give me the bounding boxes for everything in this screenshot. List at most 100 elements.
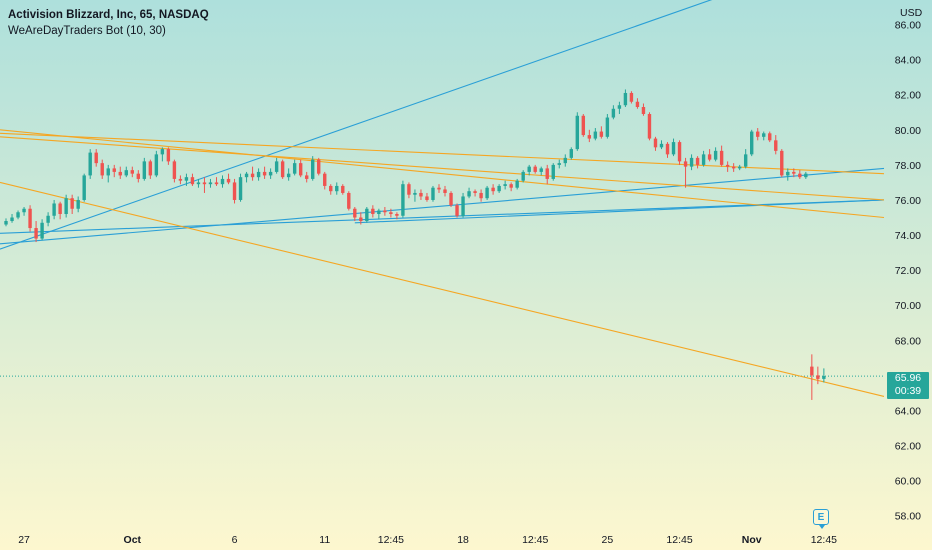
candle-body (52, 203, 56, 216)
candle (244, 171, 249, 183)
candle (575, 112, 580, 151)
candle-body (22, 208, 26, 213)
candle-body (190, 177, 195, 185)
candle (130, 166, 134, 178)
candle-body (238, 177, 243, 200)
candle (142, 157, 147, 181)
time-axis[interactable]: 27 Oct 6 11 12:45 18 12:45 25 12:45 Nov 12:45 (18, 534, 837, 546)
price-axis[interactable]: 58.0060.0062.0064.0066.0068.0070.0072.00… (895, 20, 921, 523)
candle (551, 163, 555, 181)
candle-body (810, 366, 814, 376)
candle-body (581, 115, 586, 136)
candle (220, 175, 225, 188)
candle-body (780, 150, 784, 176)
candle-body (491, 187, 495, 192)
candle-body (701, 154, 706, 165)
orange-trend-line (0, 129, 885, 219)
candle (569, 147, 573, 160)
symbol-title[interactable]: Activision Blizzard, Inc, 65, NASDAQ (8, 9, 209, 21)
candle-body (377, 210, 381, 215)
candle-body (58, 203, 62, 215)
candle-body (256, 171, 261, 178)
candle (323, 171, 327, 190)
candle (497, 184, 501, 193)
candle-body (425, 196, 429, 200)
candle-body (46, 215, 50, 223)
candle (762, 131, 766, 141)
time-tick-label: Oct (124, 534, 142, 546)
price-tick-label: 82.00 (895, 90, 921, 102)
candle-body (497, 185, 501, 192)
candle (539, 166, 543, 176)
candle-body (268, 171, 273, 176)
candle (701, 150, 706, 167)
candle (413, 189, 417, 202)
candle (509, 182, 513, 192)
candle (76, 196, 80, 213)
candle-body (4, 221, 8, 225)
trend-lines[interactable] (0, 0, 885, 397)
candle (768, 131, 772, 143)
candle (28, 205, 32, 232)
candle (52, 199, 56, 220)
candle (798, 170, 802, 179)
candle-body (623, 92, 628, 106)
candle (731, 163, 736, 172)
candle-body (665, 143, 670, 155)
candle-body (774, 140, 778, 151)
candle (304, 171, 309, 183)
time-tick-label: 12:45 (666, 534, 692, 546)
candle-body (341, 185, 345, 193)
candle (46, 212, 50, 227)
candle-body (743, 154, 748, 167)
candle (118, 166, 122, 179)
candle (238, 173, 243, 202)
candle (371, 205, 375, 218)
candle-body (798, 173, 802, 178)
candle (106, 164, 110, 183)
candle-body (359, 217, 363, 222)
candle-body (118, 171, 122, 176)
candle-body (172, 161, 177, 179)
candle (683, 157, 688, 188)
candle-body (557, 163, 561, 165)
candle-body (136, 173, 141, 179)
candle-body (635, 101, 640, 108)
candle-body (689, 157, 694, 167)
candle (214, 177, 219, 186)
candle-body (641, 107, 646, 115)
candle-body (653, 138, 658, 148)
candle (347, 191, 351, 211)
candle (58, 201, 62, 220)
chart-legend[interactable]: Activision Blizzard, Inc, 65, NASDAQ WeA… (8, 7, 209, 39)
candle (359, 212, 363, 225)
candle (274, 157, 279, 174)
candle (335, 182, 339, 195)
price-tick-label: 60.00 (895, 476, 921, 488)
candle-body (82, 175, 86, 200)
price-tick-label: 84.00 (895, 55, 921, 67)
candle-body (178, 178, 183, 181)
candle-body (503, 184, 507, 186)
candle (641, 103, 646, 116)
candle-body (431, 187, 435, 200)
candle (611, 105, 616, 120)
candle (479, 189, 483, 202)
candle-body (112, 168, 116, 172)
indicator-label[interactable]: WeAreDayTraders Bot (10, 30) (8, 25, 166, 37)
earnings-marker-icon[interactable]: E (813, 509, 829, 529)
candle-body (719, 150, 724, 165)
price-tick-label: 70.00 (895, 300, 921, 312)
candle (22, 206, 26, 216)
candle-body (671, 142, 676, 155)
candle (521, 170, 525, 183)
candle (232, 178, 237, 204)
currency-label[interactable]: USD (900, 7, 923, 19)
candle-body (575, 115, 580, 150)
candle-body (347, 192, 351, 209)
time-tick-label: 12:45 (378, 534, 404, 546)
orange-trend-line (0, 132, 885, 175)
candle (599, 126, 604, 139)
